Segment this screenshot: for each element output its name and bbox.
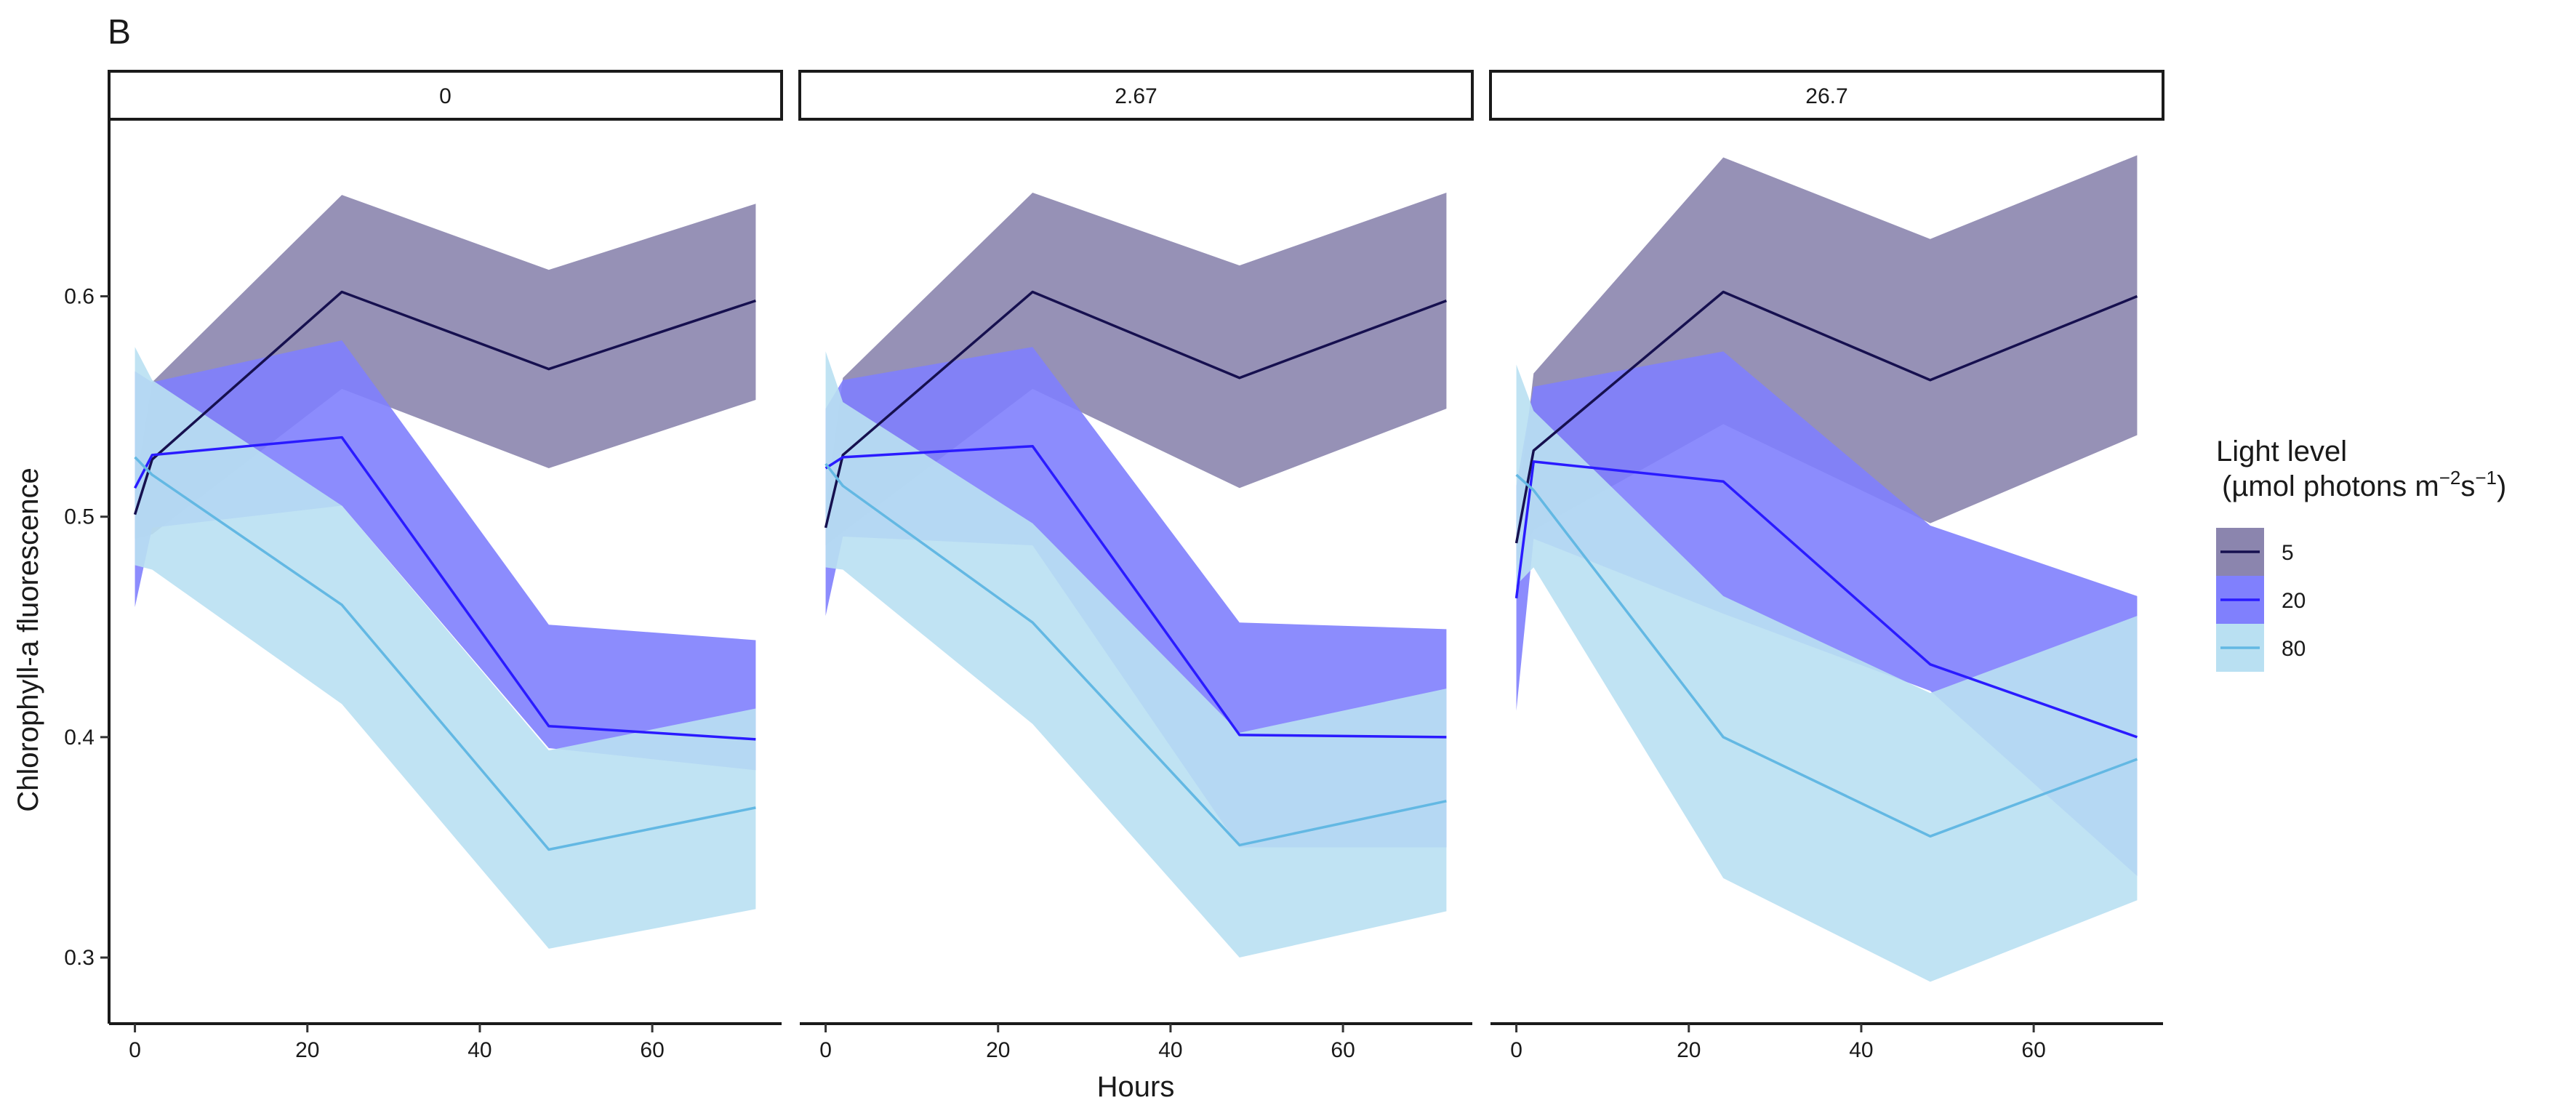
x-tick-label: 0	[819, 1038, 832, 1062]
line-20	[134, 435, 756, 741]
line-80	[1515, 473, 2138, 838]
panel-label: B	[108, 13, 131, 52]
x-tick-label: 20	[295, 1038, 319, 1062]
facet-strip-label: 2.67	[1115, 84, 1157, 108]
x-tick-label: 20	[986, 1038, 1010, 1062]
y-tick-label: 0.4	[64, 726, 95, 750]
ribbon-20	[1516, 351, 2138, 876]
line-5	[133, 290, 756, 515]
ribbon-5	[825, 193, 1447, 546]
x-tick-label: 60	[640, 1038, 664, 1062]
legend: Light level (µmol photons m−2s−1) 5 20 80	[2216, 435, 2506, 672]
x-tick-label: 0	[129, 1038, 141, 1062]
x-tick-label: 60	[1331, 1038, 1355, 1062]
y-axis-title: Chlorophyll-a fluorescence	[12, 467, 44, 812]
line-5	[1514, 290, 2138, 544]
line-20	[824, 444, 1447, 739]
facet-strip-label: 26.7	[1805, 84, 1847, 108]
facet-strip-label: 0	[439, 84, 452, 108]
ribbon-80	[825, 351, 1447, 958]
ribbon-5	[135, 195, 756, 539]
line-80	[824, 462, 1447, 847]
facet-panel-3: 26.7 0 20 40 60	[1489, 70, 2164, 1062]
x-tick-label: 60	[2021, 1038, 2045, 1062]
legend-label: 5	[2282, 541, 2294, 565]
x-tick-label: 40	[468, 1038, 491, 1062]
x-tick-label: 0	[1510, 1038, 1522, 1062]
y-tick-label: 0.3	[64, 946, 95, 970]
facet-panel-1: 0 0 20 40 60 0.3 0.4 0.5 0.6	[64, 70, 783, 1062]
legend-label: 80	[2282, 637, 2306, 661]
legend-item-20: 20	[2216, 576, 2306, 624]
ribbons	[135, 195, 756, 949]
ribbon-80	[1516, 364, 2138, 982]
legend-title-line2: (µmol photons m−2s−1)	[2222, 467, 2506, 502]
ribbons	[825, 193, 1447, 958]
ribbon-5	[1516, 155, 2138, 566]
facet-strip	[1489, 70, 2164, 121]
legend-title-line1: Light level	[2216, 435, 2347, 467]
x-tick-label: 40	[1158, 1038, 1182, 1062]
facet-strip	[108, 70, 783, 121]
legend-keys: 5 20 80	[2216, 528, 2306, 672]
x-tick-label: 20	[1677, 1038, 1701, 1062]
y-tick-label: 0.5	[64, 505, 95, 529]
legend-label: 20	[2282, 589, 2306, 613]
lines	[824, 290, 1448, 847]
y-tick-label: 0.6	[64, 285, 95, 309]
legend-item-5: 5	[2216, 528, 2294, 576]
legend-item-80: 80	[2216, 624, 2306, 672]
x-tick-label: 40	[1849, 1038, 1873, 1062]
line-80	[134, 456, 756, 851]
lines	[1514, 290, 2138, 838]
facet-strip	[798, 70, 1474, 121]
facet-panels: 0 0 20 40 60 0.3 0.4 0.5 0.6 2.67 0 20 40 60 26.7 0 20 40…	[64, 70, 2164, 1062]
ribbon-20	[135, 340, 756, 771]
facet-panel-2: 2.67 0 20 40 60	[798, 70, 1474, 1062]
line-20	[1514, 460, 2138, 739]
ribbons	[1516, 155, 2138, 982]
ribbon-80	[135, 347, 756, 949]
lines	[133, 290, 756, 851]
x-axis-title: Hours	[1097, 1071, 1175, 1103]
